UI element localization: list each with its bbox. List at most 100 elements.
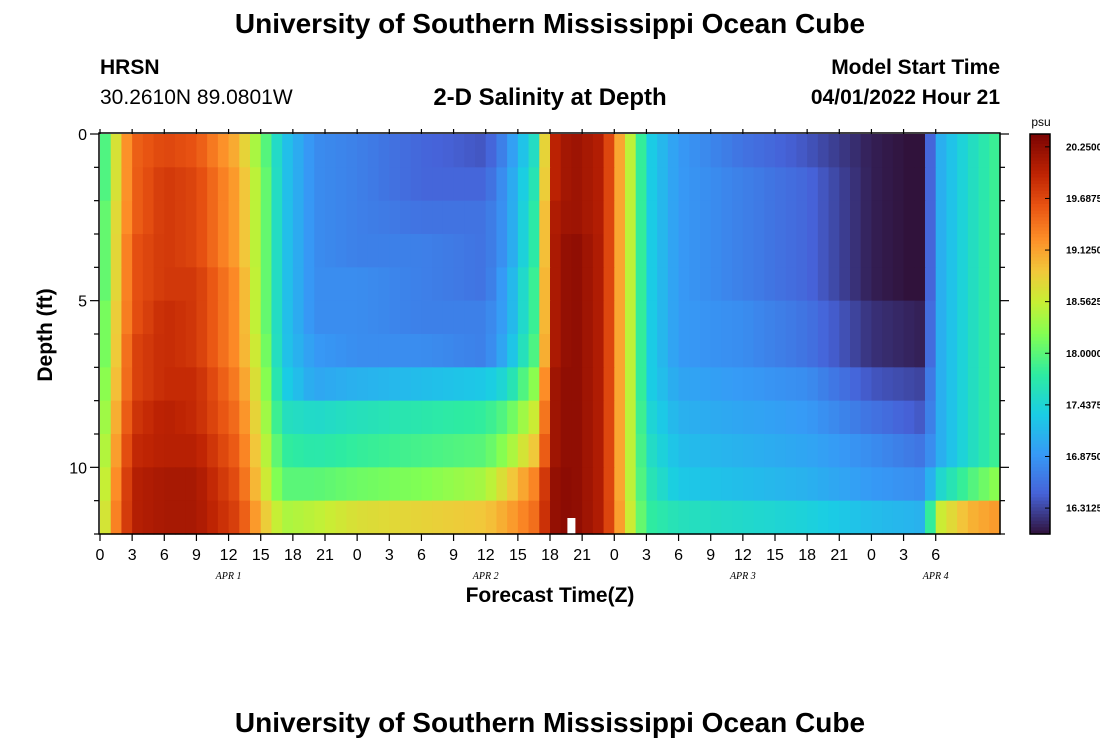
heatmap-cell [742, 134, 755, 168]
heatmap-cell [421, 267, 433, 302]
heatmap-cell [410, 267, 423, 302]
heatmap-cell [903, 367, 915, 402]
heatmap-cell [346, 167, 358, 202]
heatmap-cell [260, 167, 273, 202]
heatmap-cell [807, 267, 819, 302]
heatmap-cell [507, 400, 519, 435]
heatmap-cell [571, 134, 583, 168]
heatmap-cell [678, 334, 690, 368]
colorbar-swatch [1030, 247, 1050, 252]
heatmap-cell [485, 234, 498, 268]
heatmap-cell [432, 200, 444, 235]
heatmap-cell [475, 167, 487, 202]
heatmap-cell [239, 200, 251, 235]
heatmap-cell [603, 367, 615, 402]
x-tick-label: 15 [252, 547, 270, 564]
heatmap-cell [967, 234, 980, 268]
heatmap-cell [796, 367, 808, 402]
x-tick-label: 3 [642, 547, 651, 564]
heatmap-cell [635, 134, 648, 168]
heatmap-cell [592, 467, 605, 502]
heatmap-cell [839, 300, 851, 335]
heatmap-cell [303, 434, 315, 468]
heatmap-cell [517, 367, 530, 402]
heatmap-cell [217, 134, 230, 168]
heatmap-cell [528, 300, 540, 335]
heatmap-cell [560, 400, 573, 435]
heatmap-cell [571, 500, 583, 535]
heatmap-cell [464, 200, 476, 235]
heatmap-cell [121, 500, 133, 535]
heatmap-cell [935, 434, 948, 468]
heatmap-cell [485, 400, 498, 435]
heatmap-cell [175, 467, 187, 502]
heatmap-cell [335, 234, 348, 268]
heatmap-cell [914, 300, 926, 335]
heatmap-cell [678, 434, 690, 468]
heatmap-cell [357, 334, 369, 368]
heatmap-cell [967, 400, 980, 435]
heatmap-cell [453, 167, 465, 202]
x-day-label: APR 3 [729, 571, 756, 582]
heatmap-cell [753, 134, 765, 168]
heatmap-cell [785, 167, 798, 202]
heatmap-cell [292, 300, 305, 335]
heatmap-cell [421, 134, 433, 168]
heatmap-cell [710, 167, 723, 202]
colorbar-swatch [1030, 397, 1050, 402]
colorbar-swatch [1030, 264, 1050, 268]
heatmap-cell [110, 300, 123, 335]
heatmap-cell [207, 234, 219, 268]
colorbar-swatch [1030, 154, 1050, 158]
heatmap-cell [850, 200, 862, 235]
heatmap-cell [250, 200, 262, 235]
colorbar-swatch [1030, 497, 1050, 502]
heatmap-cell [464, 334, 476, 368]
heatmap-cell [796, 434, 808, 468]
x-tick-label: 21 [316, 547, 334, 564]
heatmap-cell [775, 434, 787, 468]
heatmap-cell [496, 167, 508, 202]
heatmap-cell [603, 134, 615, 168]
heatmap-cell [860, 400, 873, 435]
heatmap-cell [357, 367, 369, 402]
colorbar-swatch [1030, 157, 1050, 162]
heatmap-cell [271, 400, 283, 435]
heatmap-cell [314, 500, 326, 535]
heatmap-cell [389, 200, 401, 235]
heatmap-cell [121, 334, 133, 368]
heatmap-cell [560, 300, 573, 335]
heatmap-cell [400, 200, 412, 235]
colorbar-swatch [1030, 467, 1050, 472]
colorbar-tick-label: 16.3125 [1066, 504, 1100, 515]
heatmap-cell [646, 200, 658, 235]
heatmap-cell [239, 367, 251, 402]
heatmap-cell [421, 367, 433, 402]
heatmap-cell [625, 334, 637, 368]
heatmap-cell [571, 167, 583, 202]
heatmap-cell [185, 200, 198, 235]
colorbar-swatch [1030, 190, 1050, 195]
heatmap-cell [196, 500, 208, 535]
heatmap-cell [989, 334, 1001, 368]
heatmap-cell [678, 300, 690, 335]
heatmap-cell [914, 467, 926, 502]
heatmap-cell [989, 167, 1001, 202]
heatmap-cell [892, 267, 905, 302]
heatmap-cell [592, 234, 605, 268]
heatmap-cell [432, 467, 444, 502]
heatmap-cell [635, 200, 648, 235]
heatmap-cell [357, 200, 369, 235]
heatmap-cell [700, 467, 712, 502]
heatmap-cell [507, 367, 519, 402]
heatmap-cell [646, 234, 658, 268]
heatmap-cell [346, 234, 358, 268]
heatmap-cell [132, 300, 144, 335]
colorbar-swatch [1030, 440, 1050, 445]
heatmap-cell [785, 300, 798, 335]
heatmap-cell [485, 367, 498, 402]
heatmap-cell [325, 500, 337, 535]
heatmap-cell [464, 234, 476, 268]
heatmap-cell [667, 234, 680, 268]
heatmap-cell [550, 467, 562, 502]
